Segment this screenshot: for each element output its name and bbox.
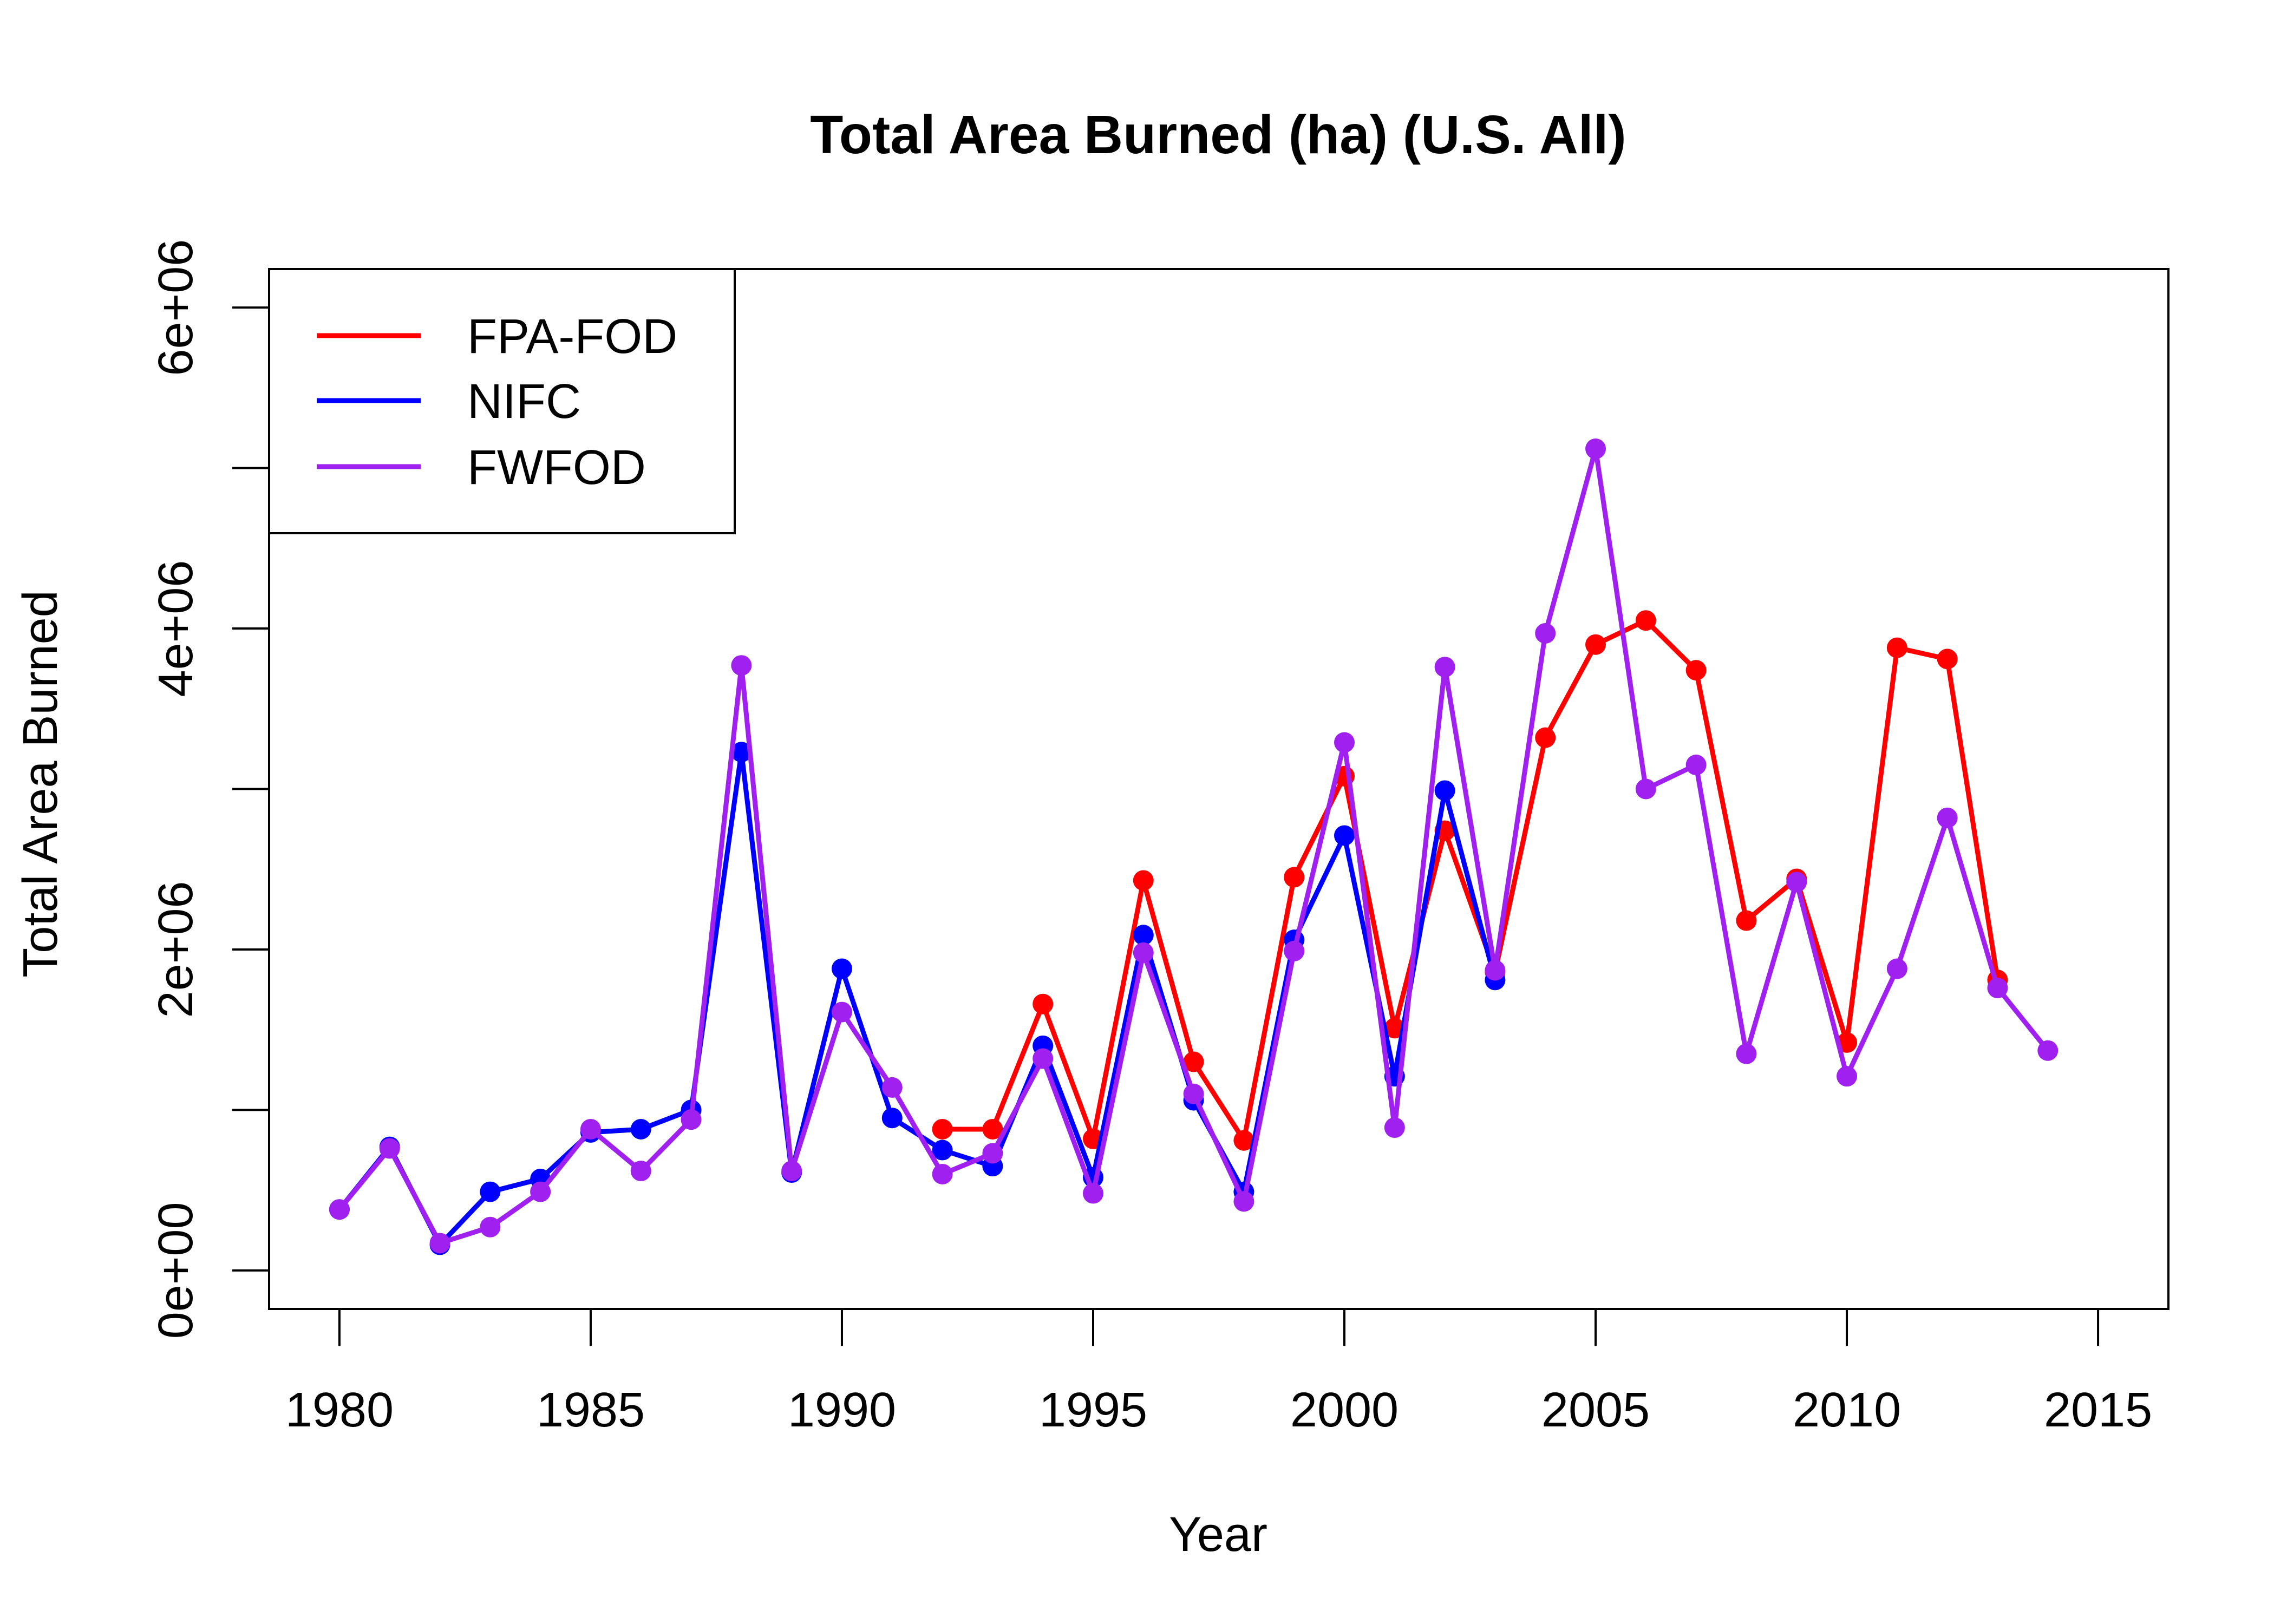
point-fwfod-1982 xyxy=(429,1233,450,1254)
point-nifc-1996 xyxy=(1133,925,1154,946)
point-fwfod-1988 xyxy=(731,655,752,676)
point-fwfod-1993 xyxy=(982,1143,1003,1164)
point-fpa-fod-1996 xyxy=(1133,870,1154,891)
point-fwfod-2013 xyxy=(1987,978,2008,999)
point-fwfod-2006 xyxy=(1635,778,1656,800)
point-fwfod-2002 xyxy=(1434,657,1455,678)
point-fpa-fod-2012 xyxy=(1937,649,1958,670)
point-fwfod-2005 xyxy=(1585,438,1606,460)
point-fwfod-1996 xyxy=(1133,942,1154,963)
point-fwfod-2004 xyxy=(1535,623,1556,644)
series-fpa-fod xyxy=(932,610,2008,1151)
point-fwfod-2012 xyxy=(1937,807,1958,828)
point-fwfod-1998 xyxy=(1233,1191,1254,1212)
point-fpa-fod-1998 xyxy=(1233,1130,1254,1151)
point-fwfod-2014 xyxy=(2037,1040,2059,1061)
point-fwfod-1991 xyxy=(881,1077,903,1098)
legend: FPA-FOD NIFC FWFOD xyxy=(268,268,736,534)
x-tick-label-2010: 2010 xyxy=(1793,1383,1901,1437)
point-fpa-fod-1994 xyxy=(1033,993,1054,1014)
y-tick-label-6: 6e+06 xyxy=(149,239,203,376)
point-fpa-fod-1997 xyxy=(1183,1051,1204,1072)
point-fpa-fod-1992 xyxy=(932,1118,953,1140)
point-fwfod-2010 xyxy=(1837,1066,1858,1087)
point-fwfod-2003 xyxy=(1485,960,1506,981)
x-axis: 1980 1985 1990 1995 2000 2005 2010 2015 xyxy=(285,1308,2152,1437)
point-fpa-fod-1999 xyxy=(1284,867,1305,888)
plot-area xyxy=(329,438,2059,1255)
point-fwfod-1990 xyxy=(831,1001,852,1023)
point-nifc-1983 xyxy=(480,1181,501,1202)
point-fpa-fod-1993 xyxy=(982,1118,1003,1140)
point-fwfod-1984 xyxy=(530,1181,551,1202)
x-tick-label-1980: 1980 xyxy=(285,1383,394,1437)
point-fwfod-1987 xyxy=(681,1109,702,1130)
x-tick-label-1990: 1990 xyxy=(788,1383,896,1437)
y-tick-label-4: 4e+06 xyxy=(149,560,203,697)
point-nifc-1991 xyxy=(881,1108,903,1129)
y-axis: 0e+00 2e+06 4e+06 6e+06 xyxy=(149,239,270,1339)
point-nifc-2000 xyxy=(1334,825,1355,846)
point-fwfod-1992 xyxy=(932,1163,953,1184)
point-fwfod-1994 xyxy=(1033,1048,1054,1069)
x-tick-label-1995: 1995 xyxy=(1039,1383,1147,1437)
x-tick-label-2015: 2015 xyxy=(2044,1383,2152,1437)
point-fwfod-1997 xyxy=(1183,1083,1204,1104)
point-fwfod-2001 xyxy=(1384,1117,1405,1138)
point-fpa-fod-2008 xyxy=(1736,910,1757,931)
point-fwfod-1981 xyxy=(379,1138,400,1159)
point-fwfod-2009 xyxy=(1786,872,1807,893)
point-nifc-1988 xyxy=(731,742,752,763)
point-fwfod-2011 xyxy=(1886,958,1907,979)
point-nifc-1986 xyxy=(630,1118,651,1140)
point-fpa-fod-2006 xyxy=(1635,610,1656,631)
y-tick-label-2: 2e+06 xyxy=(149,881,203,1018)
point-fwfod-1983 xyxy=(480,1216,501,1237)
point-fwfod-2000 xyxy=(1334,732,1355,753)
legend-label-nifc: NIFC xyxy=(467,375,581,429)
point-fpa-fod-2005 xyxy=(1585,634,1606,655)
point-fwfod-1986 xyxy=(630,1161,651,1182)
legend-label-fpa-fod: FPA-FOD xyxy=(467,310,677,364)
point-nifc-1990 xyxy=(831,958,852,979)
point-fwfod-2008 xyxy=(1736,1043,1757,1064)
point-nifc-2002 xyxy=(1434,780,1455,801)
point-fpa-fod-2011 xyxy=(1886,637,1907,658)
x-tick-label-2000: 2000 xyxy=(1290,1383,1399,1437)
x-axis-label: Year xyxy=(1169,1508,1267,1562)
point-fwfod-1999 xyxy=(1284,940,1305,961)
series-fwfod xyxy=(329,438,2059,1254)
point-fwfod-1985 xyxy=(580,1118,601,1140)
point-fwfod-1995 xyxy=(1082,1183,1103,1204)
series-line-fpa-fod xyxy=(940,618,2000,1143)
chart-title: Total Area Burned (ha) (U.S. All) xyxy=(810,104,1626,165)
point-fwfod-1989 xyxy=(781,1161,802,1182)
legend-box xyxy=(268,268,736,534)
point-fpa-fod-2007 xyxy=(1685,660,1707,681)
point-nifc-1992 xyxy=(932,1140,953,1161)
y-axis-label: Total Area Burned xyxy=(14,590,68,977)
legend-label-fwfod: FWFOD xyxy=(467,441,646,495)
point-fwfod-2007 xyxy=(1685,755,1707,776)
point-fwfod-1980 xyxy=(329,1199,350,1220)
point-fpa-fod-2004 xyxy=(1535,727,1556,748)
x-tick-label-2005: 2005 xyxy=(1541,1383,1650,1437)
x-tick-label-1985: 1985 xyxy=(537,1383,645,1437)
y-tick-label-0: 0e+00 xyxy=(149,1202,203,1339)
